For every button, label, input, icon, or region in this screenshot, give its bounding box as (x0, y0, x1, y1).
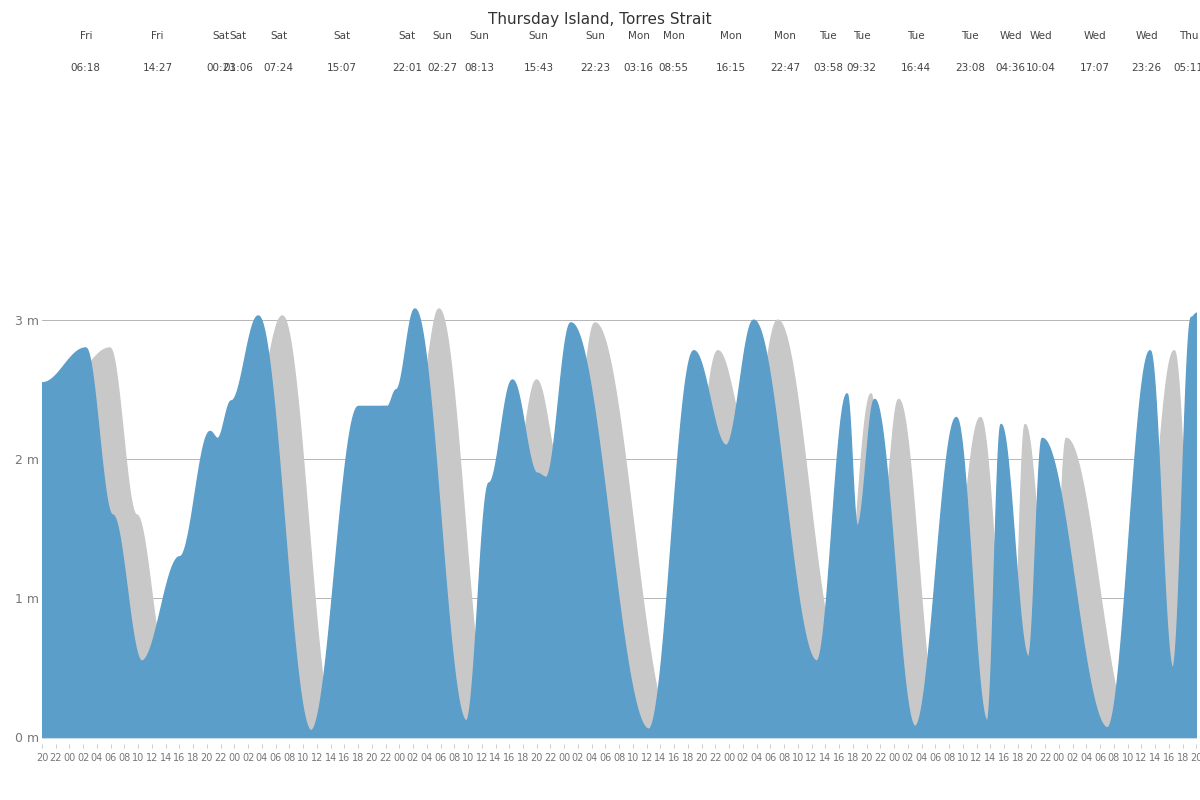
Text: Thursday Island, Torres Strait: Thursday Island, Torres Strait (488, 12, 712, 27)
Text: 16:15: 16:15 (716, 63, 746, 73)
Text: Fri: Fri (151, 31, 163, 41)
Text: Tue: Tue (961, 31, 979, 41)
Text: 08:13: 08:13 (464, 63, 494, 73)
Text: 02:27: 02:27 (427, 63, 457, 73)
Text: 04:36: 04:36 (996, 63, 1026, 73)
Text: 16:44: 16:44 (901, 63, 931, 73)
Text: 10:04: 10:04 (1026, 63, 1056, 73)
Text: 14:27: 14:27 (143, 63, 173, 73)
Text: 00:23: 00:23 (206, 63, 236, 73)
Text: 15:43: 15:43 (523, 63, 553, 73)
Text: 08:55: 08:55 (659, 63, 689, 73)
Text: 15:07: 15:07 (328, 63, 358, 73)
Text: Wed: Wed (1000, 31, 1022, 41)
Text: Sat: Sat (398, 31, 415, 41)
Text: Fri: Fri (79, 31, 92, 41)
Text: Sun: Sun (433, 31, 452, 41)
Text: 06:18: 06:18 (71, 63, 101, 73)
Text: 01:06: 01:06 (223, 63, 253, 73)
Text: 23:26: 23:26 (1132, 63, 1162, 73)
Text: Sat: Sat (334, 31, 350, 41)
Text: Sat: Sat (229, 31, 247, 41)
Text: Tue: Tue (853, 31, 870, 41)
Text: Sun: Sun (469, 31, 490, 41)
Text: 17:07: 17:07 (1080, 63, 1110, 73)
Text: Wed: Wed (1030, 31, 1052, 41)
Text: Sat: Sat (270, 31, 287, 41)
Text: Mon: Mon (628, 31, 649, 41)
Text: 09:32: 09:32 (847, 63, 877, 73)
Text: 23:08: 23:08 (955, 63, 985, 73)
Text: Tue: Tue (820, 31, 836, 41)
Text: Sun: Sun (586, 31, 605, 41)
Text: 22:47: 22:47 (770, 63, 800, 73)
Text: 07:24: 07:24 (264, 63, 294, 73)
Text: Mon: Mon (774, 31, 797, 41)
Text: Sat: Sat (212, 31, 229, 41)
Text: Thu: Thu (1178, 31, 1198, 41)
Text: 05:11: 05:11 (1174, 63, 1200, 73)
Text: 03:16: 03:16 (624, 63, 654, 73)
Text: Mon: Mon (662, 31, 684, 41)
Text: 22:01: 22:01 (391, 63, 421, 73)
Text: 03:58: 03:58 (814, 63, 844, 73)
Text: Tue: Tue (907, 31, 925, 41)
Text: Wed: Wed (1084, 31, 1106, 41)
Text: 22:23: 22:23 (580, 63, 610, 73)
Text: Sun: Sun (528, 31, 548, 41)
Text: Wed: Wed (1135, 31, 1158, 41)
Text: Mon: Mon (720, 31, 742, 41)
